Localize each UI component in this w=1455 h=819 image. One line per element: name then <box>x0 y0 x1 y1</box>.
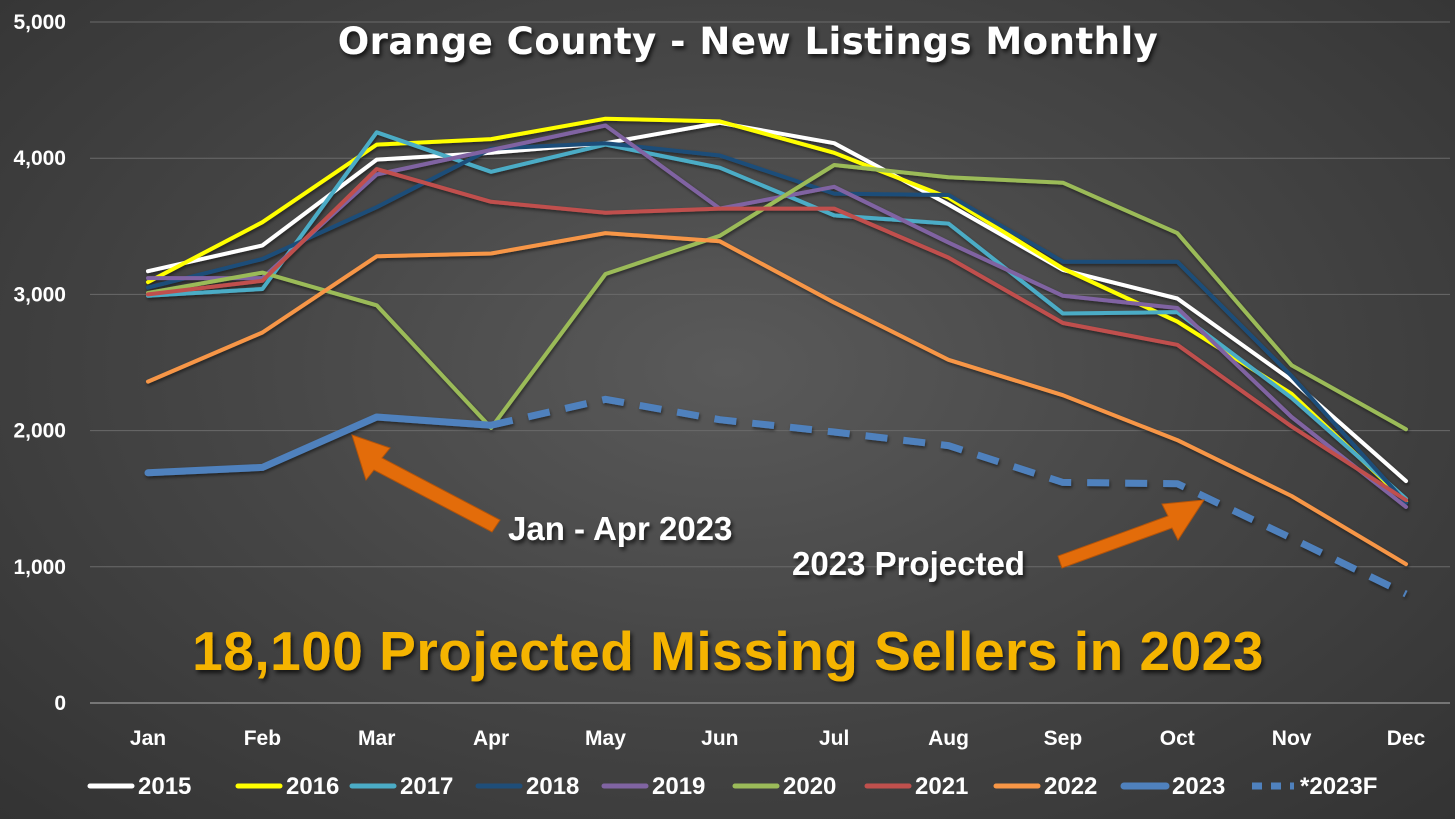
y-tick-label: 3,000 <box>13 283 66 306</box>
legend-label: 2022 <box>1044 773 1097 800</box>
x-tick-label: Sep <box>1044 727 1083 750</box>
x-tick-label: Oct <box>1160 727 1195 750</box>
annotations: Jan - Apr 2023 2023 Projected 18,100 Pro… <box>192 434 1264 682</box>
legend: 2015 2016 2017 2018 2019 2020 2021 2022 2023 *202… <box>87 773 1377 800</box>
chart-title: Orange County - New Listings Monthly <box>338 20 1159 63</box>
series-line-2018 <box>146 141 1408 505</box>
legend-label: 2017 <box>400 773 453 800</box>
series-line-2023f <box>490 395 1408 598</box>
x-tick-label: Dec <box>1387 727 1426 750</box>
x-tick-label: Jan <box>130 727 166 750</box>
series-line-2017 <box>146 130 1408 501</box>
series-line-2022 <box>146 231 1408 567</box>
x-tick-label: May <box>585 727 626 750</box>
legend-label: 2023 <box>1172 773 1225 800</box>
x-tick-label: Jul <box>819 727 849 750</box>
y-tick-label: 5,000 <box>13 11 66 34</box>
x-tick-label: Apr <box>473 727 509 750</box>
series-lines <box>144 116 1408 598</box>
x-tick-label: Nov <box>1272 727 1312 750</box>
legend-label: 2020 <box>783 773 836 800</box>
series-line-2015 <box>146 120 1408 483</box>
y-tick-label: 2,000 <box>13 420 66 443</box>
y-tick-label: 1,000 <box>13 556 66 579</box>
y-tick-label: 0 <box>54 692 66 715</box>
legend-label: 2018 <box>526 773 579 800</box>
series-line-2019 <box>146 123 1408 509</box>
y-tick-label: 4,000 <box>13 147 66 170</box>
series-line-2021 <box>146 167 1408 503</box>
annotation-jan-apr: Jan - Apr 2023 <box>508 510 732 547</box>
annotation-projected: 2023 Projected <box>792 545 1025 582</box>
legend-label: 2016 <box>286 773 339 800</box>
legend-label: *2023F <box>1300 773 1377 800</box>
legend-label: 2015 <box>138 773 191 800</box>
series-line-2020 <box>146 163 1408 432</box>
legend-label: 2019 <box>652 773 705 800</box>
series-line-2023 <box>144 413 495 477</box>
x-tick-label: Feb <box>244 727 281 750</box>
legend-label: 2021 <box>915 773 968 800</box>
x-tick-label: Jun <box>701 727 738 750</box>
arrow-projected <box>1057 499 1205 569</box>
arrow-jan-apr <box>351 434 501 533</box>
headline-missing-sellers: 18,100 Projected Missing Sellers in 2023 <box>192 620 1264 682</box>
y-axis-ticks: 0 1,000 2,000 3,000 4,000 5,000 <box>13 11 66 715</box>
x-axis-ticks: Jan Feb Mar Apr May Jun Jul Aug Sep Oct Nov Dec <box>130 727 1426 750</box>
x-tick-label: Aug <box>928 727 969 750</box>
x-tick-label: Mar <box>358 727 395 750</box>
